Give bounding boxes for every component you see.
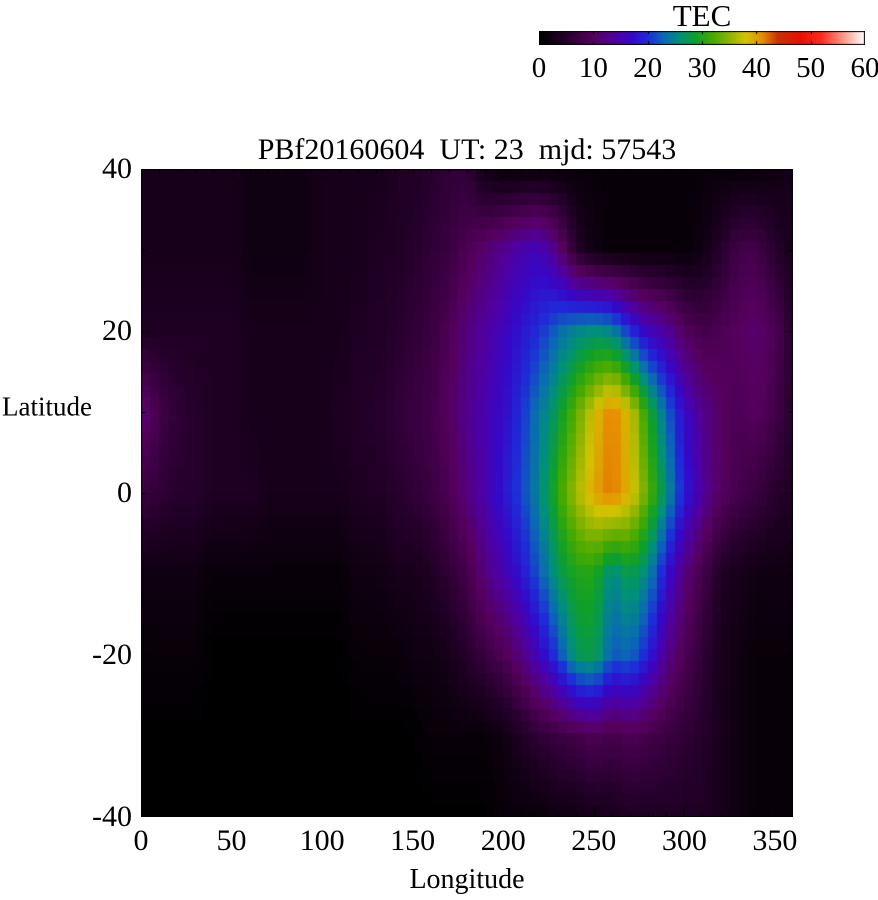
y-tick-label: 40 [102, 152, 132, 185]
x-tick-label: 350 [752, 824, 798, 857]
colorbar-tick-label: 10 [578, 52, 608, 84]
colorbar-tick-label: 0 [531, 52, 547, 84]
colorbar-tick-label: 20 [633, 52, 663, 84]
colorbar-tick-label: 60 [850, 52, 878, 84]
x-tick-label: 100 [299, 824, 345, 857]
y-tick-label: -20 [92, 638, 132, 671]
colorbar-tick-label: 30 [687, 52, 717, 84]
colorbar-tick-label: 50 [796, 52, 826, 84]
y-tick-label: 20 [102, 314, 132, 347]
colorbar-title: TEC [672, 0, 732, 33]
y-axis-label: Latitude [2, 391, 92, 422]
x-axis-label: Longitude [409, 864, 525, 895]
x-tick-label: 50 [216, 824, 247, 857]
y-tick-label: 0 [117, 476, 132, 509]
x-tick-label: 150 [390, 824, 436, 857]
x-tick-label: 200 [480, 824, 526, 857]
plot-title: PBf20160604 UT: 23 mjd: 57543 [257, 133, 677, 166]
x-tick-label: 250 [571, 824, 617, 857]
colorbar-gradient [539, 31, 865, 45]
y-tick-label: -40 [92, 800, 132, 833]
x-tick-label: 300 [661, 824, 707, 857]
colorbar-tick-label: 40 [741, 52, 771, 84]
tec-heatmap [141, 169, 793, 817]
x-tick-label: 0 [133, 824, 149, 857]
